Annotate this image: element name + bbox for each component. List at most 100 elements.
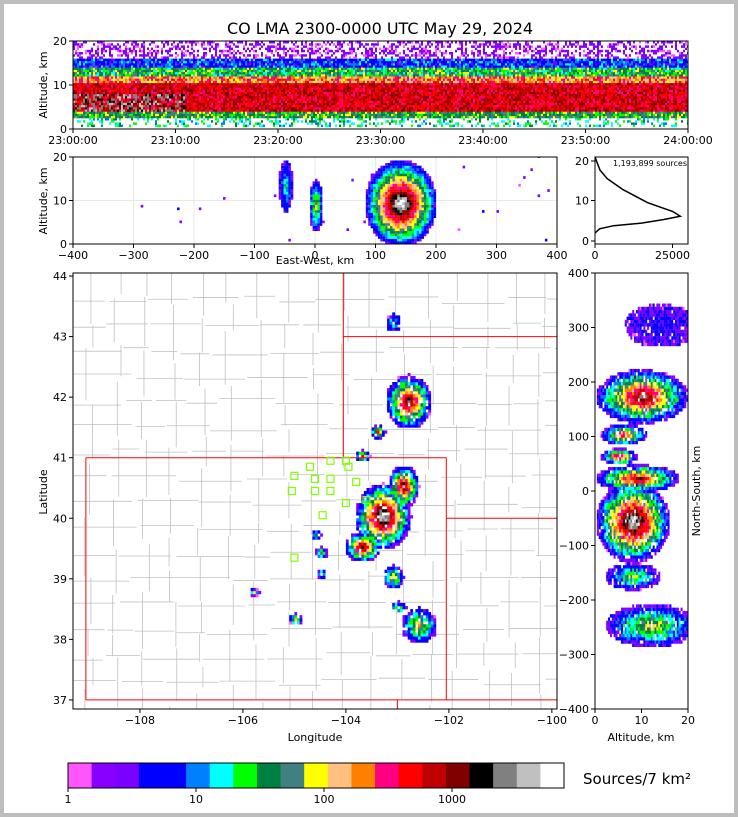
- density-cell: [283, 85, 285, 88]
- density-cell: [255, 85, 257, 88]
- density-cell: [101, 63, 103, 66]
- density-cell: [121, 124, 123, 128]
- density-cell: [217, 69, 219, 73]
- density-cell: [107, 69, 109, 73]
- density-cell: [379, 74, 381, 77]
- density-cell: [103, 100, 105, 103]
- density-cell: [285, 78, 287, 81]
- density-cell: [93, 78, 95, 81]
- density-cell: [233, 78, 235, 81]
- density-cell: [85, 87, 87, 90]
- density-cell: [75, 78, 77, 81]
- density-cell: [271, 58, 273, 62]
- density-cell: [277, 76, 279, 79]
- density-cell: [283, 71, 285, 75]
- density-cell: [337, 102, 339, 106]
- density-cell: [227, 54, 229, 57]
- density-cell: [333, 98, 335, 101]
- density-cell: [257, 71, 259, 75]
- density-cell: [365, 47, 367, 51]
- density-cell: [143, 96, 145, 99]
- density-cell: [321, 100, 323, 103]
- density-cell: [165, 115, 167, 119]
- density-cell: [133, 82, 135, 86]
- density-cell: [379, 102, 381, 106]
- density-cell: [299, 69, 301, 73]
- density-cell: [325, 122, 327, 125]
- density-cell: [317, 100, 319, 103]
- density-cell: [77, 102, 79, 106]
- density-cell: [211, 78, 213, 81]
- density-cell: [121, 115, 123, 119]
- density-cell: [185, 113, 187, 117]
- density-cell: [143, 100, 145, 103]
- density-cell: [365, 93, 367, 97]
- density-cell: [239, 118, 241, 121]
- density-cell: [165, 96, 167, 99]
- density-cell: [365, 96, 367, 99]
- density-cell: [75, 100, 77, 103]
- density-cell: [131, 41, 133, 44]
- density-cell: [359, 41, 361, 44]
- density-cell: [229, 91, 231, 95]
- density-cell: [247, 98, 249, 101]
- density-cell: [107, 76, 109, 79]
- density-cell: [205, 74, 207, 77]
- density-cell: [213, 67, 215, 70]
- density-cell: [271, 78, 273, 81]
- density-cell: [95, 49, 97, 53]
- density-cell: [117, 115, 119, 119]
- density-cell: [123, 67, 125, 70]
- density-cell: [223, 115, 225, 119]
- density-cell: [369, 52, 371, 55]
- density-cell: [77, 78, 79, 81]
- density-cell: [125, 107, 127, 110]
- density-cell: [103, 47, 105, 51]
- density-cell: [91, 78, 93, 81]
- density-cell: [191, 69, 193, 73]
- density-cell: [99, 115, 101, 119]
- density-cell: [335, 89, 337, 92]
- density-cell: [311, 78, 313, 81]
- density-cell: [361, 124, 363, 128]
- density-cell: [327, 74, 329, 77]
- density-cell: [297, 49, 299, 53]
- density-cell: [201, 56, 203, 59]
- density-cell: [199, 104, 201, 108]
- density-cell: [141, 71, 143, 75]
- density-cell: [149, 63, 151, 66]
- density-cell: [175, 87, 177, 90]
- density-cell: [239, 82, 241, 86]
- density-cell: [381, 111, 383, 114]
- density-cell: [123, 43, 125, 46]
- density-cell: [183, 60, 185, 64]
- density-cell: [293, 120, 295, 123]
- density-cell: [111, 87, 113, 90]
- density-cell: [107, 82, 109, 86]
- density-cell: [225, 104, 227, 108]
- density-cell: [149, 111, 151, 114]
- density-cell: [281, 124, 283, 128]
- density-cell: [373, 109, 375, 112]
- density-cell: [287, 104, 289, 108]
- density-cell: [161, 96, 163, 99]
- density-cell: [203, 78, 205, 81]
- density-cell: [107, 96, 109, 99]
- density-cell: [357, 76, 359, 79]
- density-cell: [195, 87, 197, 90]
- density-cell: [235, 58, 237, 62]
- density-cell: [199, 111, 201, 114]
- density-cell: [377, 102, 379, 106]
- density-cell: [261, 93, 263, 97]
- density-cell: [155, 65, 157, 68]
- density-cell: [231, 74, 233, 77]
- density-cell: [95, 67, 97, 70]
- density-cell: [115, 60, 117, 64]
- density-cell: [195, 82, 197, 86]
- density-cell: [195, 85, 197, 88]
- density-cell: [125, 111, 127, 114]
- density-cell: [235, 96, 237, 99]
- density-cell: [249, 111, 251, 114]
- density-cell: [239, 63, 241, 66]
- density-cell: [201, 41, 203, 44]
